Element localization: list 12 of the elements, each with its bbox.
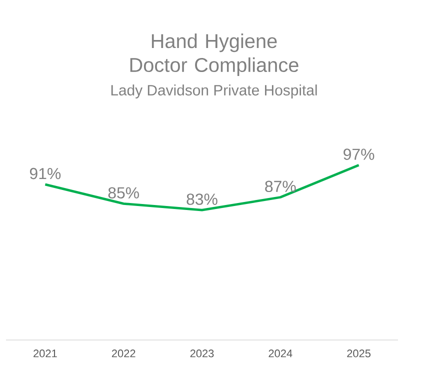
x-tick-label: 2023 — [190, 350, 214, 358]
chart-subtitle: Lady Davidson Private Hospital — [111, 84, 317, 98]
data-label: 85% — [108, 187, 139, 198]
chart-title: Hand Hygiene Doctor Compliance — [130, 34, 298, 76]
x-tick-label: 2022 — [112, 350, 136, 358]
data-label: 97% — [344, 148, 374, 160]
data-label: 83% — [186, 194, 218, 205]
x-tick-label: 2021 — [34, 350, 57, 358]
x-tick-label: 2025 — [347, 350, 371, 358]
x-tick-label: 2024 — [268, 350, 292, 358]
data-label: 91% — [30, 168, 61, 180]
data-label: 87% — [265, 180, 296, 192]
